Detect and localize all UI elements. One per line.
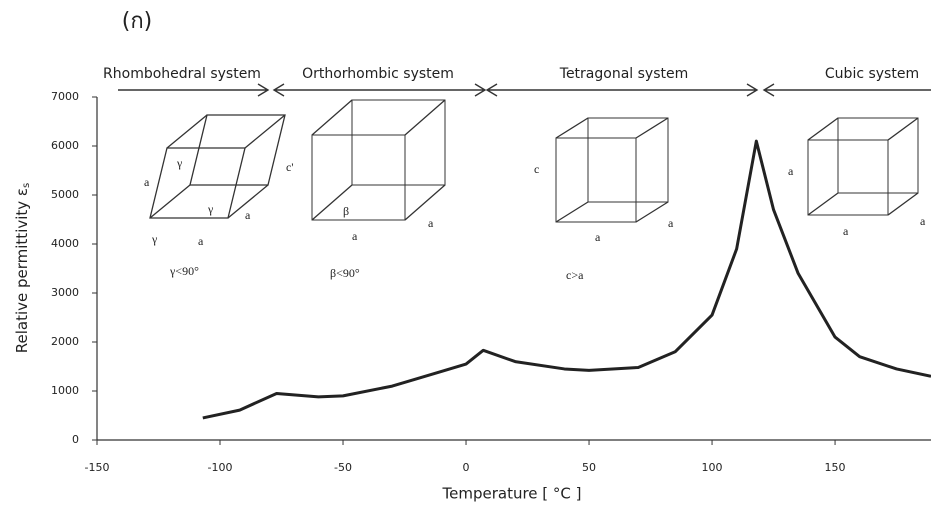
x-tick-label: 0 (463, 461, 470, 474)
phase-label: Tetragonal system (559, 66, 688, 82)
y-tick-label: 0 (72, 433, 79, 446)
y-tick-label: 1000 (51, 384, 79, 397)
y-tick-label: 6000 (51, 139, 79, 152)
chart-title: (ก) (122, 9, 153, 34)
y-axis-label-subscript: s (21, 183, 32, 188)
annotation: γ (176, 156, 183, 170)
y-tick-label: 4000 (51, 237, 79, 250)
x-tick-label: -50 (334, 461, 352, 474)
annotation: β<90° (330, 266, 360, 280)
annotation: a (920, 214, 926, 228)
annotation: γ (207, 202, 214, 216)
y-tick-label: 5000 (51, 188, 79, 201)
annotation: a (595, 230, 601, 244)
annotation: a (352, 229, 358, 243)
phase-arrows (118, 83, 931, 97)
phase-label: Rhombohedral system (103, 66, 261, 82)
annotation: β (343, 204, 349, 218)
x-tick-label: 100 (702, 461, 723, 474)
x-tick-label: -100 (208, 461, 233, 474)
annotation: a (843, 224, 849, 238)
y-axis-label: Relative permittivity εs (13, 183, 33, 354)
x-tick-label: -150 (85, 461, 110, 474)
annotation: a (198, 234, 204, 248)
y-tick-label: 7000 (51, 90, 79, 103)
annotation: a (245, 208, 251, 222)
annotation: γ (151, 232, 158, 246)
crystal-diagrams (149, 99, 919, 223)
y-axis-label-text: Relative permittivity ε (13, 188, 31, 353)
y-tick-label: 2000 (51, 335, 79, 348)
x-tick-label: 50 (582, 461, 596, 474)
phase-label: Orthorhombic system (302, 66, 454, 82)
annotations: a γ γ a γ a γ<90° c' β a a β<90° c a a c… (144, 156, 926, 282)
annotation: c' (286, 160, 294, 174)
annotation: c>a (566, 268, 584, 282)
y-tick-label: 3000 (51, 286, 79, 299)
annotation: c (534, 162, 539, 176)
annotation: a (144, 175, 150, 189)
data-line (202, 139, 931, 420)
phase-label: Cubic system (825, 66, 919, 82)
x-axis-label: Temperature [ °C ] (442, 485, 582, 503)
annotation: a (668, 216, 674, 230)
annotation: a (788, 164, 794, 178)
annotation: γ<90° (169, 264, 199, 278)
x-tick-label: 150 (825, 461, 846, 474)
annotation: a (428, 216, 434, 230)
